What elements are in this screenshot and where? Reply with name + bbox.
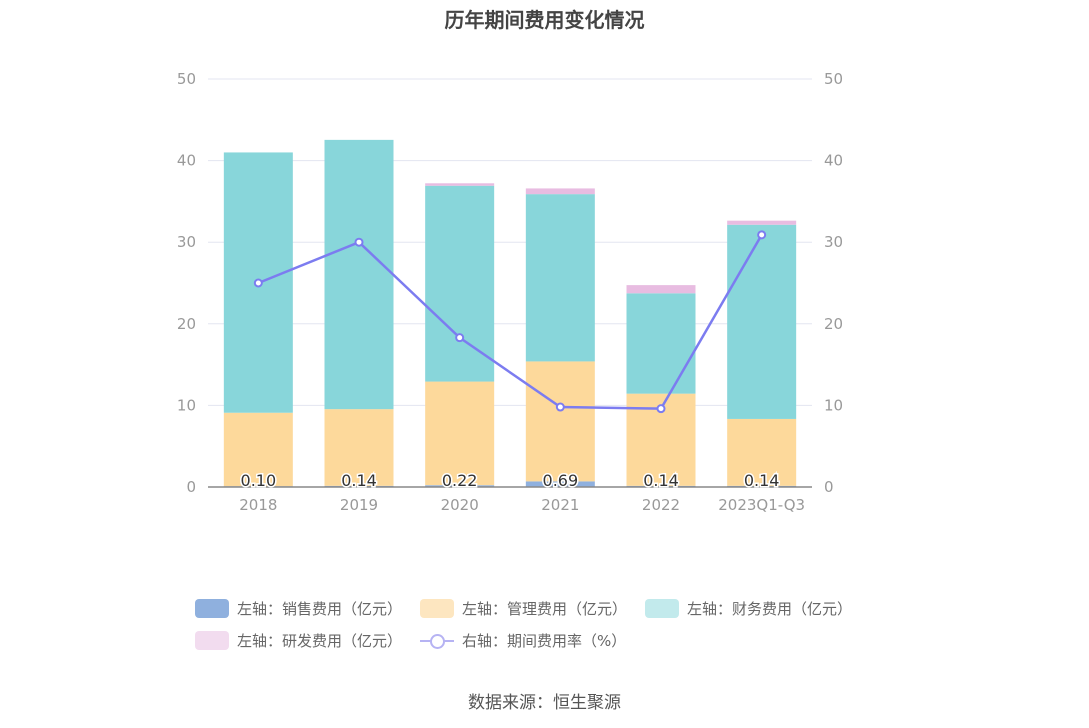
legend-swatch-rnd: [195, 630, 229, 650]
bar-sales: [425, 485, 495, 487]
legend-swatch-rate: [420, 631, 455, 650]
x-tick-label: 2021: [541, 496, 579, 514]
x-tick-label: 2023Q1-Q3: [718, 496, 805, 514]
data-label-sales: 0.69: [543, 471, 579, 490]
bar-rnd: [727, 220, 797, 225]
data-label-sales: 0.14: [341, 471, 377, 490]
bar-rnd: [525, 188, 595, 195]
y-left-tick-label: 50: [177, 70, 196, 88]
y-left-tick-label: 10: [177, 396, 196, 414]
y-left-tick-label: 30: [177, 233, 196, 251]
y-right-tick-label: 20: [824, 315, 843, 333]
bar-rnd: [425, 183, 495, 186]
point-rate: [555, 402, 565, 412]
point-rate: [253, 278, 263, 288]
legend-label-mgmt: 左轴：管理费用（亿元）: [462, 599, 628, 618]
y-right-tick-label: 40: [824, 152, 843, 170]
point-rate: [354, 237, 364, 247]
data-source: 数据来源：恒生聚源: [468, 693, 621, 713]
legend-label-finance: 左轴：财务费用（亿元）: [687, 599, 853, 618]
chart-title: 历年期间费用变化情况: [444, 8, 645, 32]
bar-finance: [324, 139, 394, 410]
y-right-tick-label: 30: [824, 233, 843, 251]
point-rate: [656, 404, 666, 414]
bar-mgmt: [425, 381, 495, 486]
legend-label-rnd: 左轴：研发费用（亿元）: [237, 631, 403, 650]
legend-swatch-sales: [195, 598, 229, 618]
y-right-tick-label: 0: [824, 478, 834, 496]
x-tick-label: 2020: [441, 496, 479, 514]
bar-finance: [525, 194, 595, 362]
point-rate: [455, 333, 465, 343]
chart-legend: 左轴：销售费用（亿元） 左轴：管理费用（亿元） 左轴：财务费用（亿元） 左轴：研…: [195, 592, 895, 656]
bar-finance: [626, 293, 696, 394]
data-label-sales: 0.22: [442, 471, 478, 490]
bar-sales: [525, 481, 595, 487]
legend-item-rnd[interactable]: 左轴：研发费用（亿元）: [195, 630, 402, 651]
bar-mgmt: [727, 418, 797, 486]
data-label-sales: 0.14: [744, 471, 780, 490]
x-tick-label: 2019: [340, 496, 378, 514]
bar-mgmt: [223, 412, 293, 487]
y-right-tick-label: 10: [824, 396, 843, 414]
y-left-tick-label: 40: [177, 152, 196, 170]
y-left-tick-label: 20: [177, 315, 196, 333]
legend-item-rate[interactable]: 右轴：期间费用率（%）: [420, 630, 626, 651]
bar-finance: [425, 185, 495, 382]
legend-item-mgmt[interactable]: 左轴：管理费用（亿元）: [420, 598, 627, 619]
point-rate: [757, 230, 767, 240]
legend-swatch-finance: [645, 598, 680, 618]
legend-label-sales: 左轴：销售费用（亿元）: [237, 599, 403, 618]
y-right-tick-label: 50: [824, 70, 843, 88]
x-tick-label: 2018: [239, 496, 277, 514]
chart-plot: 0 10 20 30 40 50 0 10 20 30 40 50 2018 2019 2020 2021 20…: [177, 70, 843, 514]
bar-finance: [727, 224, 797, 419]
legend-label-rate: 右轴：期间费用率（%）: [462, 631, 627, 650]
legend-swatch-mgmt: [420, 598, 455, 618]
data-label-sales: 0.14: [643, 471, 679, 490]
x-tick-label: 2022: [642, 496, 680, 514]
bar-mgmt: [324, 409, 394, 486]
legend-item-sales[interactable]: 左轴：销售费用（亿元）: [195, 598, 402, 619]
bar-mgmt: [525, 361, 595, 482]
line-rate: [257, 234, 763, 410]
data-label-sales: 0.10: [241, 471, 277, 490]
bar-rnd: [626, 285, 696, 294]
y-left-tick-label: 0: [186, 478, 196, 496]
legend-item-finance[interactable]: 左轴：财务费用（亿元）: [645, 598, 852, 619]
